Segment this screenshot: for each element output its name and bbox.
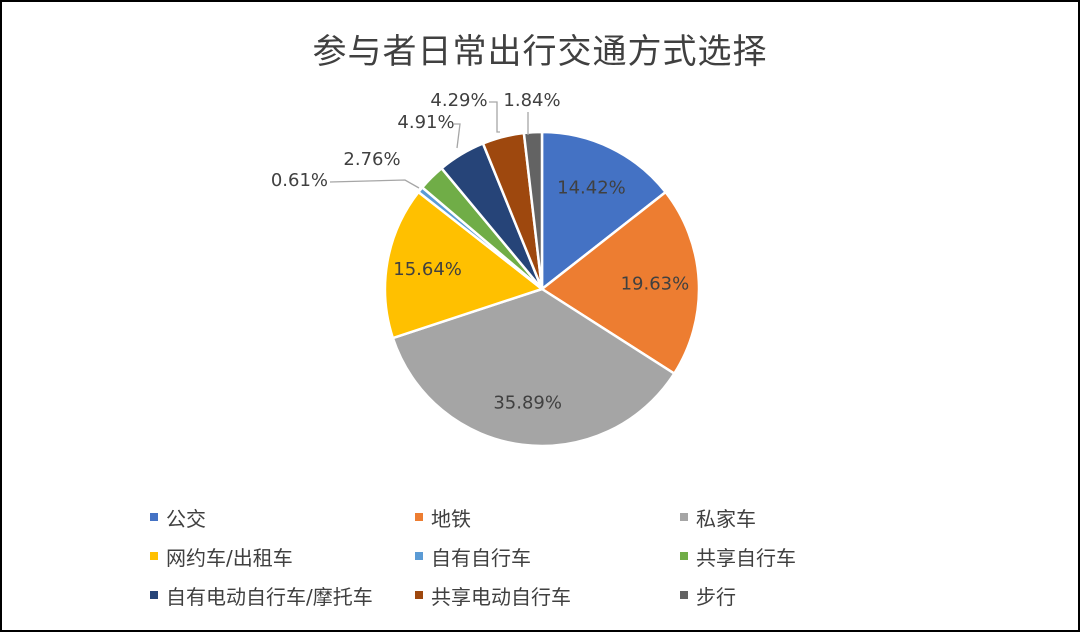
leader-line-6 (454, 123, 461, 149)
legend-label-0: 公交 (166, 506, 206, 531)
pie-slice-3 (383, 190, 545, 340)
data-label-0: 14.42% (557, 177, 626, 198)
data-label-7: 4.29% (430, 90, 487, 111)
legend-label-1: 地铁 (431, 506, 471, 531)
legend-label-3: 网约车/出租车 (166, 545, 293, 570)
pie-slice-1 (539, 190, 701, 376)
leader-line-7 (489, 101, 500, 133)
legend-item-1: 地铁 (415, 502, 680, 532)
legend-item-0: 公交 (150, 502, 415, 532)
legend-item-3: 网约车/出租车 (150, 541, 415, 571)
legend-label-5: 共享自行车 (696, 545, 796, 570)
data-label-4: 0.61% (271, 170, 328, 191)
legend-swatch-5 (680, 552, 688, 560)
legend-item-6: 自有电动自行车/摩托车 (150, 580, 415, 610)
legend-label-6: 自有电动自行车/摩托车 (166, 584, 373, 609)
legend-item-7: 共享电动自行车 (415, 580, 680, 610)
pie-slice-0 (540, 130, 668, 292)
legend-item-8: 步行 (680, 580, 945, 610)
pie-chart: 14.42% 19.63% 35.89% 15.64% 0.61% 2.76% 4.91%4… (271, 90, 701, 448)
legend-swatch-3 (150, 552, 158, 560)
legend-swatch-0 (150, 513, 158, 521)
pie-slice-2 (391, 287, 677, 448)
leader-line-4 (329, 179, 420, 189)
legend-swatch-8 (680, 591, 688, 599)
legend-label-7: 共享电动自行车 (431, 584, 571, 609)
legend-item-5: 共享自行车 (680, 541, 945, 571)
legend-swatch-1 (415, 513, 423, 521)
data-label-8: 1.84% (503, 90, 560, 111)
legend-label-8: 步行 (696, 584, 736, 609)
legend-item-2: 私家车 (680, 502, 945, 532)
chart-legend: 公交 地铁 私家车网约车/出租车 自有自行车 共享自行车自有电动自行车/摩托车 共享电动自… (150, 502, 950, 610)
data-label-5: 2.76% (343, 149, 400, 170)
data-label-2: 35.89% (493, 393, 562, 414)
data-label-1: 19.63% (621, 274, 690, 295)
legend-swatch-4 (415, 552, 423, 560)
chart-title: 参与者日常出行交通方式选择 (312, 32, 768, 72)
pie-slice-8 (522, 130, 544, 290)
legend-item-4: 自有自行车 (415, 541, 680, 571)
legend-swatch-7 (415, 591, 423, 599)
data-label-6: 4.91% (397, 112, 454, 133)
legend-swatch-2 (680, 513, 688, 521)
data-label-3: 15.64% (393, 259, 462, 280)
legend-swatch-6 (150, 591, 158, 599)
legend-label-2: 私家车 (696, 506, 756, 531)
legend-label-4: 自有自行车 (431, 545, 531, 570)
